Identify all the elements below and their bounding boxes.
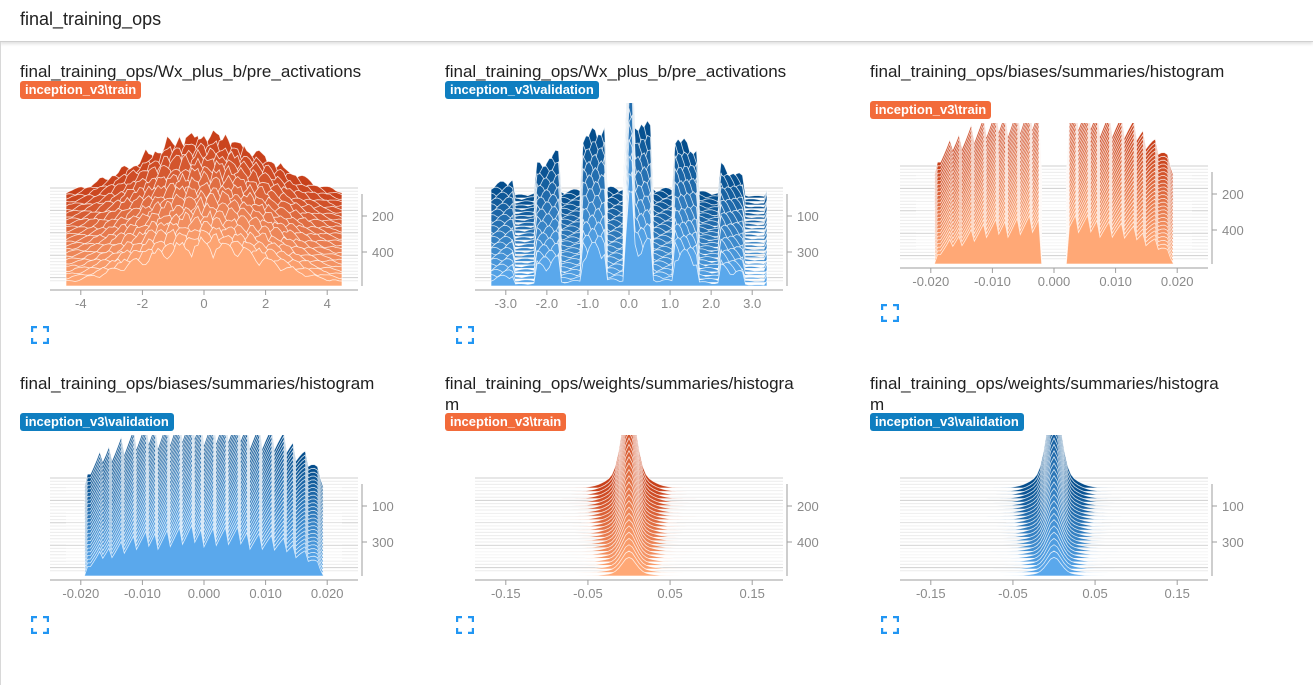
card-title: final_training_ops/biases/summaries/hist… bbox=[870, 62, 1225, 81]
card-title: final_training_ops/weights/summaries/his… bbox=[870, 374, 1219, 414]
y-axis: 100 300 bbox=[361, 484, 394, 576]
histogram-card: final_training_ops/Wx_plus_b/pre_activat… bbox=[445, 61, 845, 361]
x-axis: -0.020 -0.010 0.000 0.010 0.020 bbox=[50, 579, 358, 601]
histogram-card: final_training_ops/biases/summaries/hist… bbox=[20, 373, 420, 673]
y-tick-label: 400 bbox=[1222, 223, 1244, 238]
x-axis: -0.15 -0.05 0.05 0.15 bbox=[475, 579, 783, 601]
x-tick-label: 0.05 bbox=[1082, 586, 1107, 601]
y-tick-label: 400 bbox=[797, 535, 819, 550]
x-axis: -3.0 -2.0 -1.0 0.0 1.0 2.0 3.0 bbox=[475, 289, 783, 311]
page-header: final_training_ops bbox=[0, 0, 1313, 42]
y-axis: 200 400 bbox=[361, 194, 394, 286]
x-axis: -4 -2 0 2 4 bbox=[50, 289, 358, 311]
divider bbox=[0, 42, 1, 685]
x-tick-label: -2.0 bbox=[536, 296, 558, 311]
x-tick-label: 2 bbox=[262, 296, 269, 311]
histogram-chart: -0.020 -0.010 0.000 0.010 0.020 200 400 bbox=[900, 123, 1244, 289]
card-title: final_training_ops/Wx_plus_b/pre_activat… bbox=[20, 62, 362, 81]
fullscreen-icon[interactable] bbox=[30, 325, 50, 345]
x-tick-label: 0.010 bbox=[1099, 274, 1132, 289]
y-tick-label: 200 bbox=[372, 209, 394, 224]
fullscreen-icon[interactable] bbox=[880, 303, 900, 323]
x-tick-label: -0.020 bbox=[912, 274, 949, 289]
x-tick-label: -1.0 bbox=[577, 296, 599, 311]
histogram-layers bbox=[490, 103, 768, 287]
page-title: final_training_ops bbox=[20, 9, 162, 29]
y-tick-label: 300 bbox=[1222, 535, 1244, 550]
x-tick-label: 2.0 bbox=[702, 296, 720, 311]
y-axis: 100 300 bbox=[1211, 484, 1244, 576]
y-axis: 100 300 bbox=[786, 194, 819, 286]
y-tick-label: 300 bbox=[797, 245, 819, 260]
y-tick-label: 100 bbox=[1222, 499, 1244, 514]
histogram-layers bbox=[475, 435, 783, 577]
x-tick-label: 0.0 bbox=[620, 296, 638, 311]
run-badge: inception_v3\train bbox=[870, 101, 992, 119]
card-title: final_training_ops/weights/summaries/his… bbox=[445, 374, 794, 414]
x-tick-label: 1.0 bbox=[661, 296, 679, 311]
y-tick-label: 300 bbox=[372, 535, 394, 550]
y-tick-label: 200 bbox=[1222, 187, 1244, 202]
histogram-layers bbox=[900, 435, 1208, 577]
x-tick-label: -0.05 bbox=[573, 586, 603, 601]
histogram-chart: -0.15 -0.05 0.05 0.15 200 400 bbox=[475, 435, 819, 601]
x-tick-label: 0.010 bbox=[249, 586, 282, 601]
x-tick-label: -0.05 bbox=[998, 586, 1028, 601]
x-tick-label: -4 bbox=[75, 296, 87, 311]
card-title: final_training_ops/Wx_plus_b/pre_activat… bbox=[445, 62, 787, 81]
fullscreen-icon[interactable] bbox=[880, 615, 900, 635]
run-badge: inception_v3\train bbox=[445, 413, 567, 431]
x-tick-label: -3.0 bbox=[495, 296, 517, 311]
run-badge: inception_v3\train bbox=[20, 81, 142, 99]
x-tick-label: 0.05 bbox=[657, 586, 682, 601]
y-tick-label: 100 bbox=[372, 499, 394, 514]
x-axis: -0.020 -0.010 0.000 0.010 0.020 bbox=[900, 267, 1208, 289]
histogram-layers bbox=[66, 435, 342, 577]
x-tick-label: 3.0 bbox=[743, 296, 761, 311]
x-tick-label: 4 bbox=[324, 296, 331, 311]
fullscreen-icon[interactable] bbox=[30, 615, 50, 635]
x-tick-label: -0.010 bbox=[974, 274, 1011, 289]
x-tick-label: 0.15 bbox=[740, 586, 765, 601]
run-badge: inception_v3\validation bbox=[870, 413, 1024, 431]
card-title: final_training_ops/biases/summaries/hist… bbox=[20, 374, 375, 393]
x-tick-label: 0.020 bbox=[1161, 274, 1194, 289]
run-badge: inception_v3\validation bbox=[20, 413, 174, 431]
x-tick-label: -2 bbox=[137, 296, 149, 311]
histogram-layers bbox=[65, 129, 343, 287]
histogram-chart: -4 -2 0 2 4 200 400 bbox=[50, 129, 394, 311]
histogram-chart: -0.020 -0.010 0.000 0.010 0.020 100 300 bbox=[50, 435, 394, 601]
histogram-layers bbox=[916, 123, 1192, 265]
histogram-card: final_training_ops/weights/summaries/his… bbox=[870, 373, 1270, 673]
x-tick-label: -0.010 bbox=[124, 586, 161, 601]
fullscreen-icon[interactable] bbox=[455, 615, 475, 635]
x-tick-label: 0 bbox=[200, 296, 207, 311]
x-tick-label: -0.020 bbox=[62, 586, 99, 601]
x-axis: -0.15 -0.05 0.05 0.15 bbox=[900, 579, 1208, 601]
y-tick-label: 200 bbox=[797, 499, 819, 514]
y-tick-label: 400 bbox=[372, 245, 394, 260]
y-tick-label: 100 bbox=[797, 209, 819, 224]
y-axis: 200 400 bbox=[786, 484, 819, 576]
x-tick-label: -0.15 bbox=[916, 586, 946, 601]
run-badge: inception_v3\validation bbox=[445, 81, 599, 99]
x-tick-label: 0.15 bbox=[1165, 586, 1190, 601]
fullscreen-icon[interactable] bbox=[455, 325, 475, 345]
x-tick-label: 0.000 bbox=[1038, 274, 1071, 289]
x-tick-label: 0.020 bbox=[311, 586, 344, 601]
x-tick-label: 0.000 bbox=[188, 586, 221, 601]
histogram-card: final_training_ops/biases/summaries/hist… bbox=[870, 61, 1270, 361]
histogram-card: final_training_ops/weights/summaries/his… bbox=[445, 373, 845, 673]
x-tick-label: -0.15 bbox=[491, 586, 521, 601]
histogram-chart: -3.0 -2.0 -1.0 0.0 1.0 2.0 3.0 100 300 bbox=[475, 103, 819, 311]
histogram-card: final_training_ops/Wx_plus_b/pre_activat… bbox=[20, 61, 420, 361]
histogram-chart: -0.15 -0.05 0.05 0.15 100 300 bbox=[900, 435, 1244, 601]
y-axis: 200 400 bbox=[1211, 172, 1244, 264]
